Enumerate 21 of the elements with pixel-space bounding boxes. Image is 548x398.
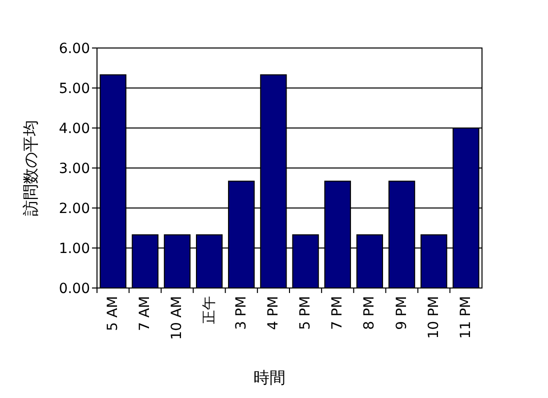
y-tick-label: 5.00 bbox=[58, 81, 90, 97]
x-tick-label: 7 AM bbox=[137, 296, 154, 332]
y-tick-label: 6.00 bbox=[58, 41, 90, 57]
y-tick-label: 4.00 bbox=[58, 121, 90, 137]
x-tick-label: 7 PM bbox=[330, 296, 346, 330]
x-axis-title: 時間 bbox=[254, 368, 286, 387]
x-tick-label: 9 PM bbox=[394, 296, 410, 330]
x-tick-label: 5 PM bbox=[298, 296, 314, 330]
y-axis-title: 訪問数の平均 bbox=[21, 120, 40, 216]
x-tick-label: 10 PM bbox=[426, 296, 442, 339]
x-tick-label: 正午 bbox=[201, 296, 218, 324]
y-tick-label: 3.00 bbox=[58, 161, 90, 177]
x-tick-label: 4 PM bbox=[265, 296, 282, 330]
y-tick-label: 2.00 bbox=[58, 201, 90, 217]
x-tick-label: 3 PM bbox=[233, 296, 250, 330]
y-tick-label: 1.00 bbox=[58, 241, 90, 257]
x-tick-label: 10 AM bbox=[169, 296, 186, 340]
x-tick-label: 8 PM bbox=[362, 296, 378, 330]
x-tick-label: 5 AM bbox=[105, 296, 122, 332]
x-tick-label: 11 PM bbox=[458, 296, 474, 339]
y-tick-label: 0.00 bbox=[58, 281, 90, 297]
